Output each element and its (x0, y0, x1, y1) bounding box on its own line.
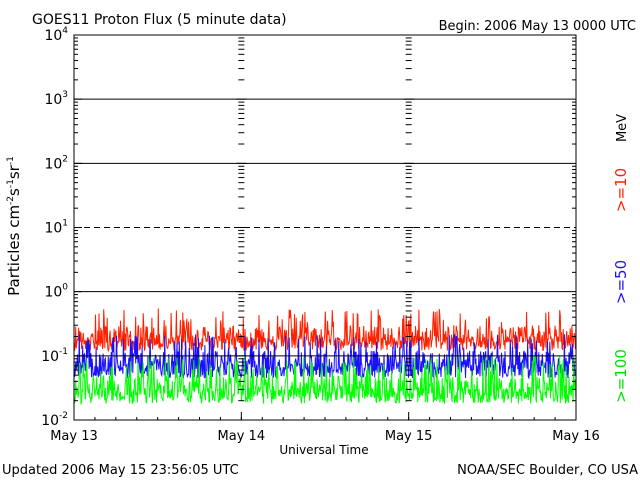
x-tick-labels: May 13 May 14 May 15 May 16 (50, 429, 600, 444)
y-tick-label: 103 (44, 90, 68, 108)
y-tick-label: 101 (44, 219, 68, 237)
credit: NOAA/SEC Boulder, CO USA (457, 463, 638, 478)
x-tick-label: May 15 (385, 429, 433, 444)
y-axis-label: Particles cm-2s-1sr-1 (5, 156, 23, 296)
chart-title: GOES11 Proton Flux (5 minute data) (32, 12, 287, 28)
series-line-ge100 (73, 355, 577, 406)
begin-time: Begin: 2006 May 13 0000 UTC (439, 19, 636, 34)
x-tick-label: May 13 (50, 429, 98, 444)
series-line-ge10 (73, 308, 577, 353)
x-tick-label: May 14 (218, 429, 266, 444)
x-tick-label: May 16 (552, 429, 600, 444)
x-axis-label: Universal Time (279, 443, 368, 457)
y-tick-labels: 10-2 10-1 100 101 102 103 104 (41, 26, 68, 429)
series-line-ge50 (73, 333, 577, 380)
legend-unit-mev: MeV (615, 114, 630, 142)
y-tick-label: 10-1 (41, 347, 68, 365)
legend-ge100: >=100 (612, 349, 630, 403)
grid-layer (73, 34, 577, 421)
updated-time: Updated 2006 May 15 23:56:05 UTC (2, 463, 239, 478)
y-tick-label: 10-2 (41, 411, 68, 429)
y-tick-label: 104 (44, 26, 68, 44)
y-tick-label: 102 (44, 154, 68, 172)
legend-ge50: >=50 (612, 260, 630, 304)
legend-ge10: >=10 (612, 168, 630, 212)
series-layer (73, 308, 577, 406)
y-tick-label: 100 (44, 283, 68, 301)
